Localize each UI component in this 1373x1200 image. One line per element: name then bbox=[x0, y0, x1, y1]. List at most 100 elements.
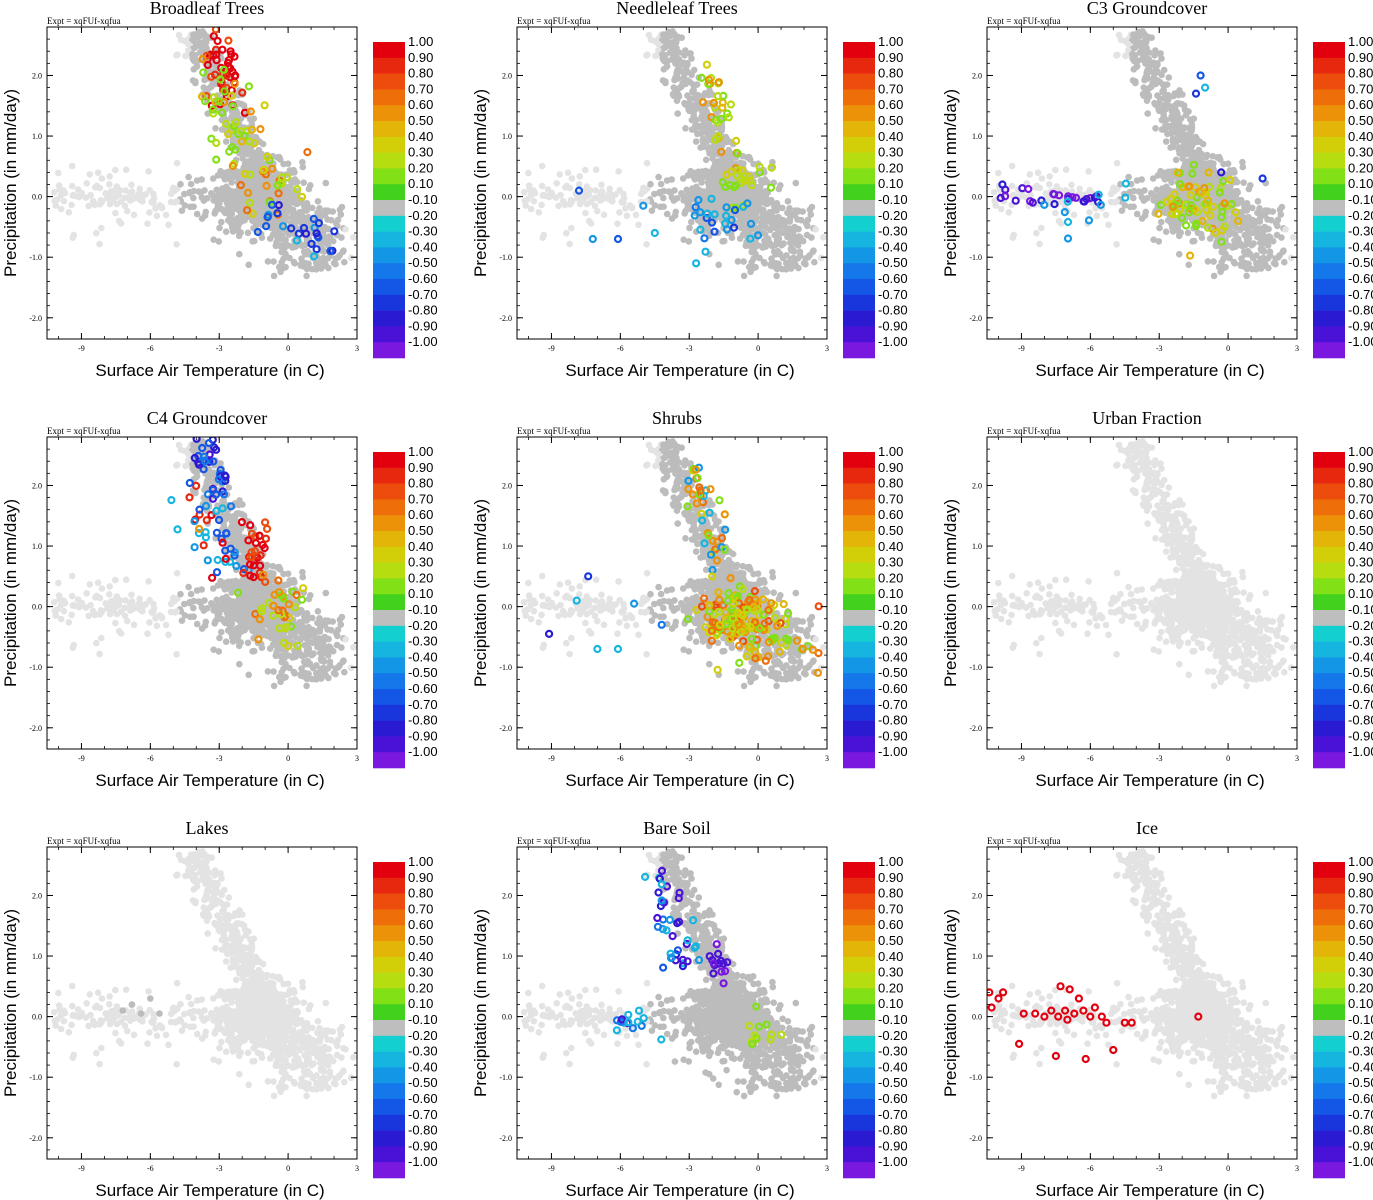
scatter-point-colored bbox=[743, 199, 752, 208]
scatter-point-gray bbox=[68, 201, 75, 209]
scatter-point-gray bbox=[520, 189, 528, 196]
scatter-point-gray bbox=[643, 241, 650, 248]
scatter-point-gray bbox=[258, 234, 266, 241]
colorbar-label: -0.50 bbox=[408, 255, 438, 270]
scatter-point-colored bbox=[1231, 208, 1240, 217]
scatter-point-gray bbox=[1184, 137, 1192, 144]
scatter-point-colored bbox=[246, 107, 255, 116]
scatter-point-gray bbox=[747, 268, 754, 276]
scatter-point-gray bbox=[1196, 138, 1203, 145]
scatter-point-colored bbox=[717, 114, 726, 123]
scatter-point-gray bbox=[663, 31, 671, 38]
scatter-point-gray bbox=[706, 150, 713, 157]
scatter-point-gray bbox=[1102, 211, 1110, 219]
scatter-point-colored bbox=[1154, 209, 1163, 218]
scatter-point-gray bbox=[681, 99, 688, 107]
scatter-point-gray bbox=[330, 259, 338, 267]
scatter-point-gray bbox=[144, 220, 151, 227]
scatter-point-gray bbox=[305, 185, 313, 193]
scatter-point-gray bbox=[647, 180, 654, 188]
scatter-point-colored bbox=[260, 101, 269, 110]
scatter-point-gray bbox=[566, 184, 574, 192]
scatter-point-gray bbox=[756, 254, 763, 262]
colorbar-label: 0.50 bbox=[1348, 113, 1373, 128]
scatter-point-colored bbox=[1063, 197, 1072, 206]
scatter-point-gray bbox=[587, 198, 595, 205]
scatter-point-gray bbox=[175, 31, 183, 39]
scatter-point-gray bbox=[282, 263, 289, 271]
scatter-point-gray bbox=[587, 220, 595, 227]
scatter-point-gray bbox=[1121, 202, 1129, 209]
scatter-point-gray bbox=[1161, 176, 1169, 183]
scatter-point-colored bbox=[730, 206, 740, 215]
scatter-point-colored bbox=[314, 219, 323, 228]
scatter-point-colored bbox=[236, 181, 245, 190]
colorbar-swatch bbox=[843, 231, 875, 248]
scatter-point-gray bbox=[691, 126, 698, 133]
scatter-point-gray bbox=[720, 156, 727, 163]
scatter-point-gray bbox=[1239, 163, 1247, 171]
scatter-point-gray bbox=[802, 220, 810, 227]
scatter-point-gray bbox=[308, 265, 316, 273]
scatter-point-gray bbox=[675, 91, 682, 99]
scatter-point-colored bbox=[248, 209, 257, 218]
scatter-point-gray bbox=[1026, 171, 1034, 178]
scatter-point-colored bbox=[224, 36, 233, 45]
scatter-point-gray bbox=[220, 208, 228, 215]
scatter-point-gray bbox=[1260, 248, 1268, 255]
scatter-point-gray bbox=[1167, 105, 1174, 112]
scatter-point-gray bbox=[173, 159, 181, 167]
scatter-point-gray bbox=[1222, 263, 1229, 271]
colorbar-swatch bbox=[843, 168, 875, 185]
scatter-point-gray bbox=[691, 176, 699, 183]
scatter-point-colored bbox=[707, 194, 716, 203]
scatter-point-gray bbox=[1130, 203, 1137, 210]
scatter-point-gray bbox=[1046, 181, 1053, 188]
scatter-point-gray bbox=[686, 224, 693, 232]
scatter-point-gray bbox=[192, 79, 199, 87]
scatter-point-gray bbox=[659, 55, 667, 63]
scatter-points bbox=[990, 28, 1297, 280]
scatter-point-gray bbox=[692, 116, 700, 124]
scatter-point-gray bbox=[1210, 272, 1218, 280]
scatter-point-gray bbox=[1178, 100, 1186, 108]
scatter-point-gray bbox=[1239, 208, 1246, 216]
scatter-point-gray bbox=[656, 189, 663, 196]
scatter-point-gray bbox=[674, 75, 681, 82]
scatter-point-colored bbox=[312, 229, 321, 238]
scatter-point-colored bbox=[713, 132, 723, 141]
scatter-point-gray bbox=[1174, 110, 1181, 117]
scatter-point-colored bbox=[267, 200, 277, 209]
colorbar-swatch bbox=[373, 215, 405, 232]
scatter-point-gray bbox=[244, 158, 251, 165]
scatter-point-gray bbox=[304, 214, 312, 221]
scatter-point-gray bbox=[1144, 33, 1152, 41]
scatter-point-colored bbox=[217, 108, 227, 117]
expt-label: Expt = xqFUf-xqfua bbox=[47, 16, 121, 26]
scatter-point-colored bbox=[1196, 71, 1205, 80]
scatter-point-gray bbox=[1151, 52, 1158, 59]
scatter-point-gray bbox=[1249, 216, 1257, 224]
scatter-point-colored bbox=[1233, 216, 1243, 226]
scatter-point-colored bbox=[1206, 211, 1215, 220]
scatter-point-colored bbox=[1084, 216, 1094, 225]
scatter-point-gray bbox=[582, 209, 589, 217]
scatter-point-gray bbox=[204, 110, 211, 117]
scatter-point-colored bbox=[767, 163, 776, 172]
scatter-point-gray bbox=[130, 211, 138, 219]
colorbar-label: 1.00 bbox=[878, 34, 903, 49]
scatter-point-gray bbox=[709, 155, 716, 162]
scatter-point-gray bbox=[1017, 192, 1024, 200]
scatter-point-colored bbox=[263, 212, 272, 222]
scatter-point-gray bbox=[700, 188, 707, 196]
scatter-point-gray bbox=[336, 206, 344, 214]
colorbar-label: -0.70 bbox=[408, 287, 438, 302]
colorbar-label: -0.40 bbox=[878, 239, 908, 254]
scatter-point-gray bbox=[258, 177, 266, 184]
scatter-point-gray bbox=[775, 260, 782, 268]
scatter-point-gray bbox=[322, 179, 330, 187]
scatter-point-gray bbox=[1144, 110, 1151, 117]
colorbar-swatch bbox=[373, 136, 405, 153]
scatter-point-gray bbox=[1176, 150, 1183, 157]
scatter-point-gray bbox=[522, 202, 530, 209]
